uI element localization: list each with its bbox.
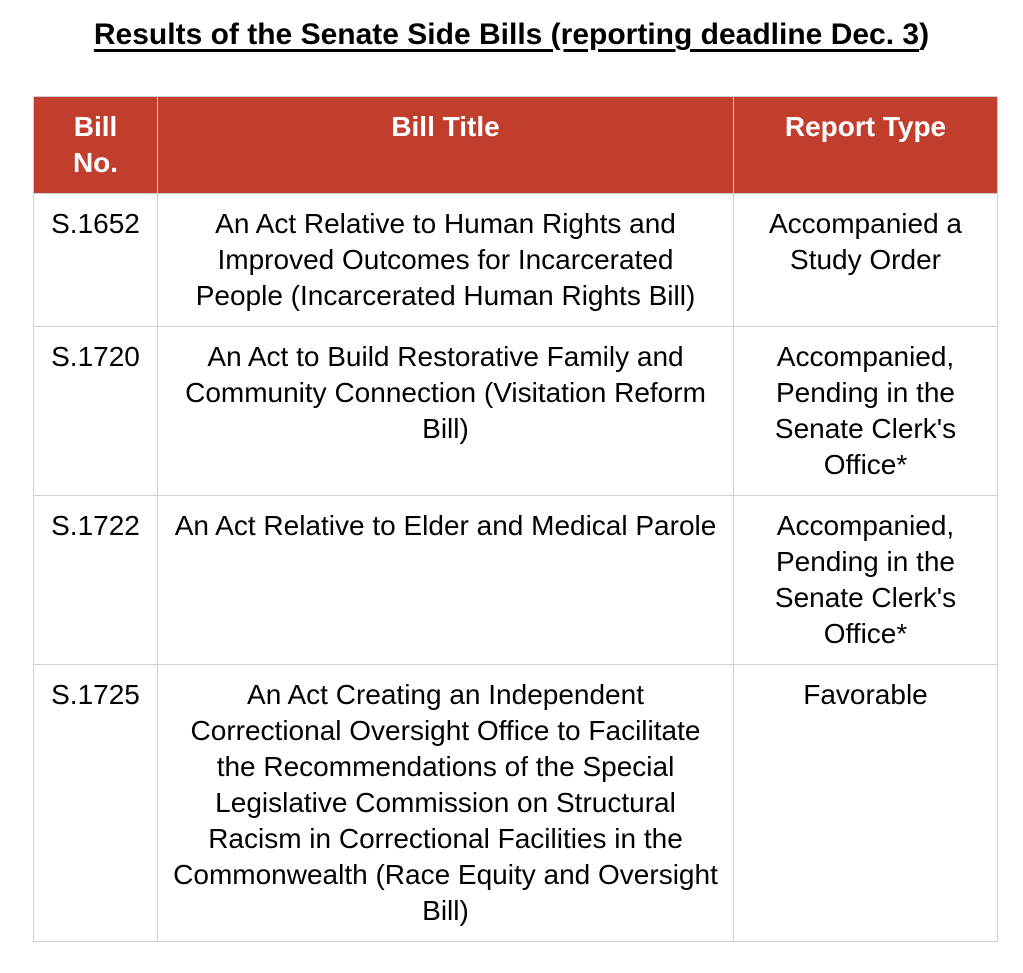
senate-bills-table: Bill No. Bill Title Report Type S.1652 A… [33, 96, 998, 942]
bill-title-cell: An Act Relative to Elder and Medical Par… [157, 495, 734, 665]
report-type-cell: Favorable [733, 664, 998, 942]
table-row: S.1652 An Act Relative to Human Rights a… [33, 193, 998, 327]
bill-no-cell: S.1722 [33, 495, 158, 665]
bill-no-cell: S.1652 [33, 193, 158, 327]
bill-title-cell: An Act Creating an Independent Correctio… [157, 664, 734, 942]
column-header-bill-no: Bill No. [33, 96, 158, 194]
bill-title-cell: An Act to Build Restorative Family and C… [157, 326, 734, 496]
report-type-cell: Accompanied a Study Order [733, 193, 998, 327]
page-title: Results of the Senate Side Bills (report… [0, 16, 1023, 54]
table-header-row: Bill No. Bill Title Report Type [33, 96, 998, 194]
report-type-cell: Accompanied, Pending in the Senate Clerk… [733, 326, 998, 496]
bill-no-cell: S.1720 [33, 326, 158, 496]
bill-no-cell: S.1725 [33, 664, 158, 942]
report-type-cell: Accompanied, Pending in the Senate Clerk… [733, 495, 998, 665]
column-header-bill-title: Bill Title [157, 96, 734, 194]
page-title-underlined-text: Results of the Senate Side Bills (report… [93, 18, 920, 51]
table-row: S.1725 An Act Creating an Independent Co… [33, 664, 998, 942]
bill-title-cell: An Act Relative to Human Rights and Impr… [157, 193, 734, 327]
column-header-report-type: Report Type [733, 96, 998, 194]
table-row: S.1720 An Act to Build Restorative Famil… [33, 326, 998, 496]
page-title-suffix: ) [919, 18, 930, 51]
table-row: S.1722 An Act Relative to Elder and Medi… [33, 495, 998, 665]
